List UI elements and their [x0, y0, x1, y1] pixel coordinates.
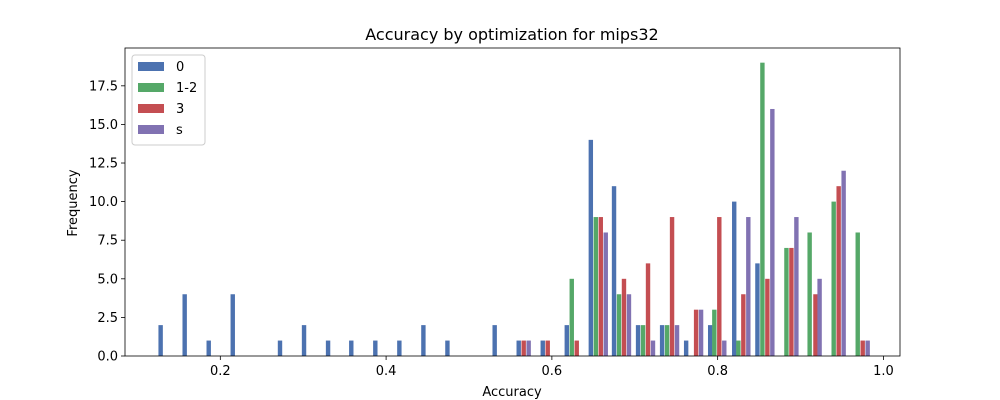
bar-series-2-point-4 [621, 278, 627, 356]
bar-series-0-point-21 [707, 325, 713, 356]
bar-series-3-point-9 [794, 217, 799, 356]
bar-series-2-point-2 [574, 340, 579, 356]
bar-series-2-point-1 [545, 340, 550, 356]
bar-series-3-point-0 [526, 340, 531, 356]
legend: 0 1-2 3 s [131, 54, 206, 146]
x-tick-label: 1.0 [873, 364, 894, 379]
bar-series-1-point-8 [784, 247, 789, 356]
bar-series-0-point-8 [373, 340, 378, 356]
bar-series-0-point-2 [206, 340, 211, 356]
bar-series-2-point-10 [765, 278, 770, 356]
bar-series-0-point-12 [492, 325, 497, 356]
bar-series-2-point-6 [669, 217, 675, 356]
x-axis-label: Accuracy [482, 385, 542, 400]
bar-series-3-point-5 [698, 309, 704, 356]
bar-series-1-point-10 [831, 201, 836, 356]
legend-label-2: 3 [176, 102, 184, 117]
bar-series-0-point-16 [588, 139, 594, 356]
bar-series-2-point-13 [836, 186, 841, 356]
bar-series-1-point-3 [640, 325, 646, 356]
axes: 0.2 0.4 0.6 0.8 1.0 0.0 2.5 5.0 7.5 10.0 12.5 15.0 1… [89, 47, 901, 379]
bar-series-1-point-7 [760, 62, 765, 357]
bar-series-1-point-5 [712, 309, 717, 356]
x-tick-label: 0.2 [210, 364, 231, 379]
y-tick-label: 2.5 [97, 311, 118, 326]
bar-series-2-point-7 [693, 309, 699, 356]
bar-series-1-point-2 [616, 294, 622, 356]
x-tick-label: 0.4 [376, 364, 397, 379]
bar-series-0-point-11 [445, 340, 450, 356]
bar-series-3-point-3 [650, 340, 656, 356]
bar-series-1-point-11 [855, 232, 860, 356]
y-tick-label: 0.0 [97, 350, 118, 365]
chart-title: Accuracy by optimization for mips32 [365, 25, 658, 44]
legend-swatch-0 [138, 62, 164, 71]
bar-series-0-point-6 [325, 340, 331, 356]
bar-series-0-point-10 [421, 325, 426, 356]
bar-series-2-point-14 [860, 340, 865, 356]
bar-series-3-point-2 [626, 294, 632, 356]
bar-series-0-point-1 [182, 294, 187, 356]
bar-series-3-point-12 [865, 340, 870, 356]
bar-series-0-point-0 [158, 325, 163, 356]
bar-series-2-point-9 [741, 294, 746, 356]
legend-label-3: s [176, 123, 183, 138]
x-tick-label: 0.8 [707, 364, 728, 379]
bar-series-1-point-0 [569, 278, 574, 356]
bar-series-3-point-4 [674, 325, 680, 356]
bar-series-0-point-3 [230, 294, 235, 356]
bar-series-2-point-12 [813, 294, 818, 356]
y-tick-label: 17.5 [89, 79, 118, 94]
bar-series-3-point-1 [603, 232, 608, 356]
bar-series-0-point-4 [277, 340, 283, 356]
bar-series-0-point-7 [349, 340, 354, 356]
y-tick-label: 10.0 [89, 195, 118, 210]
legend-box [131, 54, 206, 146]
bar-series-1-point-6 [736, 340, 741, 356]
bar-series-2-point-0 [521, 340, 526, 356]
y-tick-label: 12.5 [89, 157, 118, 172]
bar-series-1-point-4 [664, 325, 670, 356]
bar-series-0-point-19 [659, 325, 665, 356]
bar-series-3-point-7 [746, 217, 751, 356]
bar-series-1-point-1 [593, 217, 598, 356]
bar-series-0-point-9 [397, 340, 402, 356]
bar-series-0-point-17 [611, 186, 617, 356]
bar-series-0-point-20 [683, 340, 689, 356]
bar-series-0-point-23 [755, 263, 760, 356]
y-tick-label: 7.5 [97, 234, 118, 249]
legend-swatch-1 [138, 83, 164, 92]
bar-series-3-point-11 [841, 170, 846, 356]
bar-series-0-point-5 [301, 325, 307, 356]
legend-swatch-3 [138, 125, 164, 134]
bar-series-0-point-15 [564, 325, 569, 356]
bar-series-2-point-11 [789, 247, 794, 356]
legend-label-0: 0 [176, 60, 184, 75]
plot-area [158, 62, 870, 357]
legend-label-1: 1-2 [176, 81, 197, 96]
x-tick-label: 0.6 [542, 364, 563, 379]
bar-series-2-point-8 [717, 217, 722, 356]
bar-series-2-point-5 [645, 263, 651, 356]
bar-series-0-point-13 [516, 340, 521, 356]
bar-series-1-point-9 [807, 232, 812, 356]
bar-series-3-point-8 [770, 108, 775, 356]
bar-series-0-point-18 [635, 325, 641, 356]
y-tick-label: 5.0 [97, 272, 118, 287]
bar-series-0-point-14 [540, 340, 545, 356]
y-tick-label: 15.0 [89, 118, 118, 133]
bar-series-3-point-10 [817, 278, 822, 356]
bar-series-0-point-22 [732, 201, 737, 356]
y-axis-label: Frequency [66, 169, 81, 236]
bar-series-2-point-3 [598, 217, 603, 356]
legend-swatch-2 [138, 104, 164, 113]
bar-series-3-point-6 [722, 340, 727, 356]
